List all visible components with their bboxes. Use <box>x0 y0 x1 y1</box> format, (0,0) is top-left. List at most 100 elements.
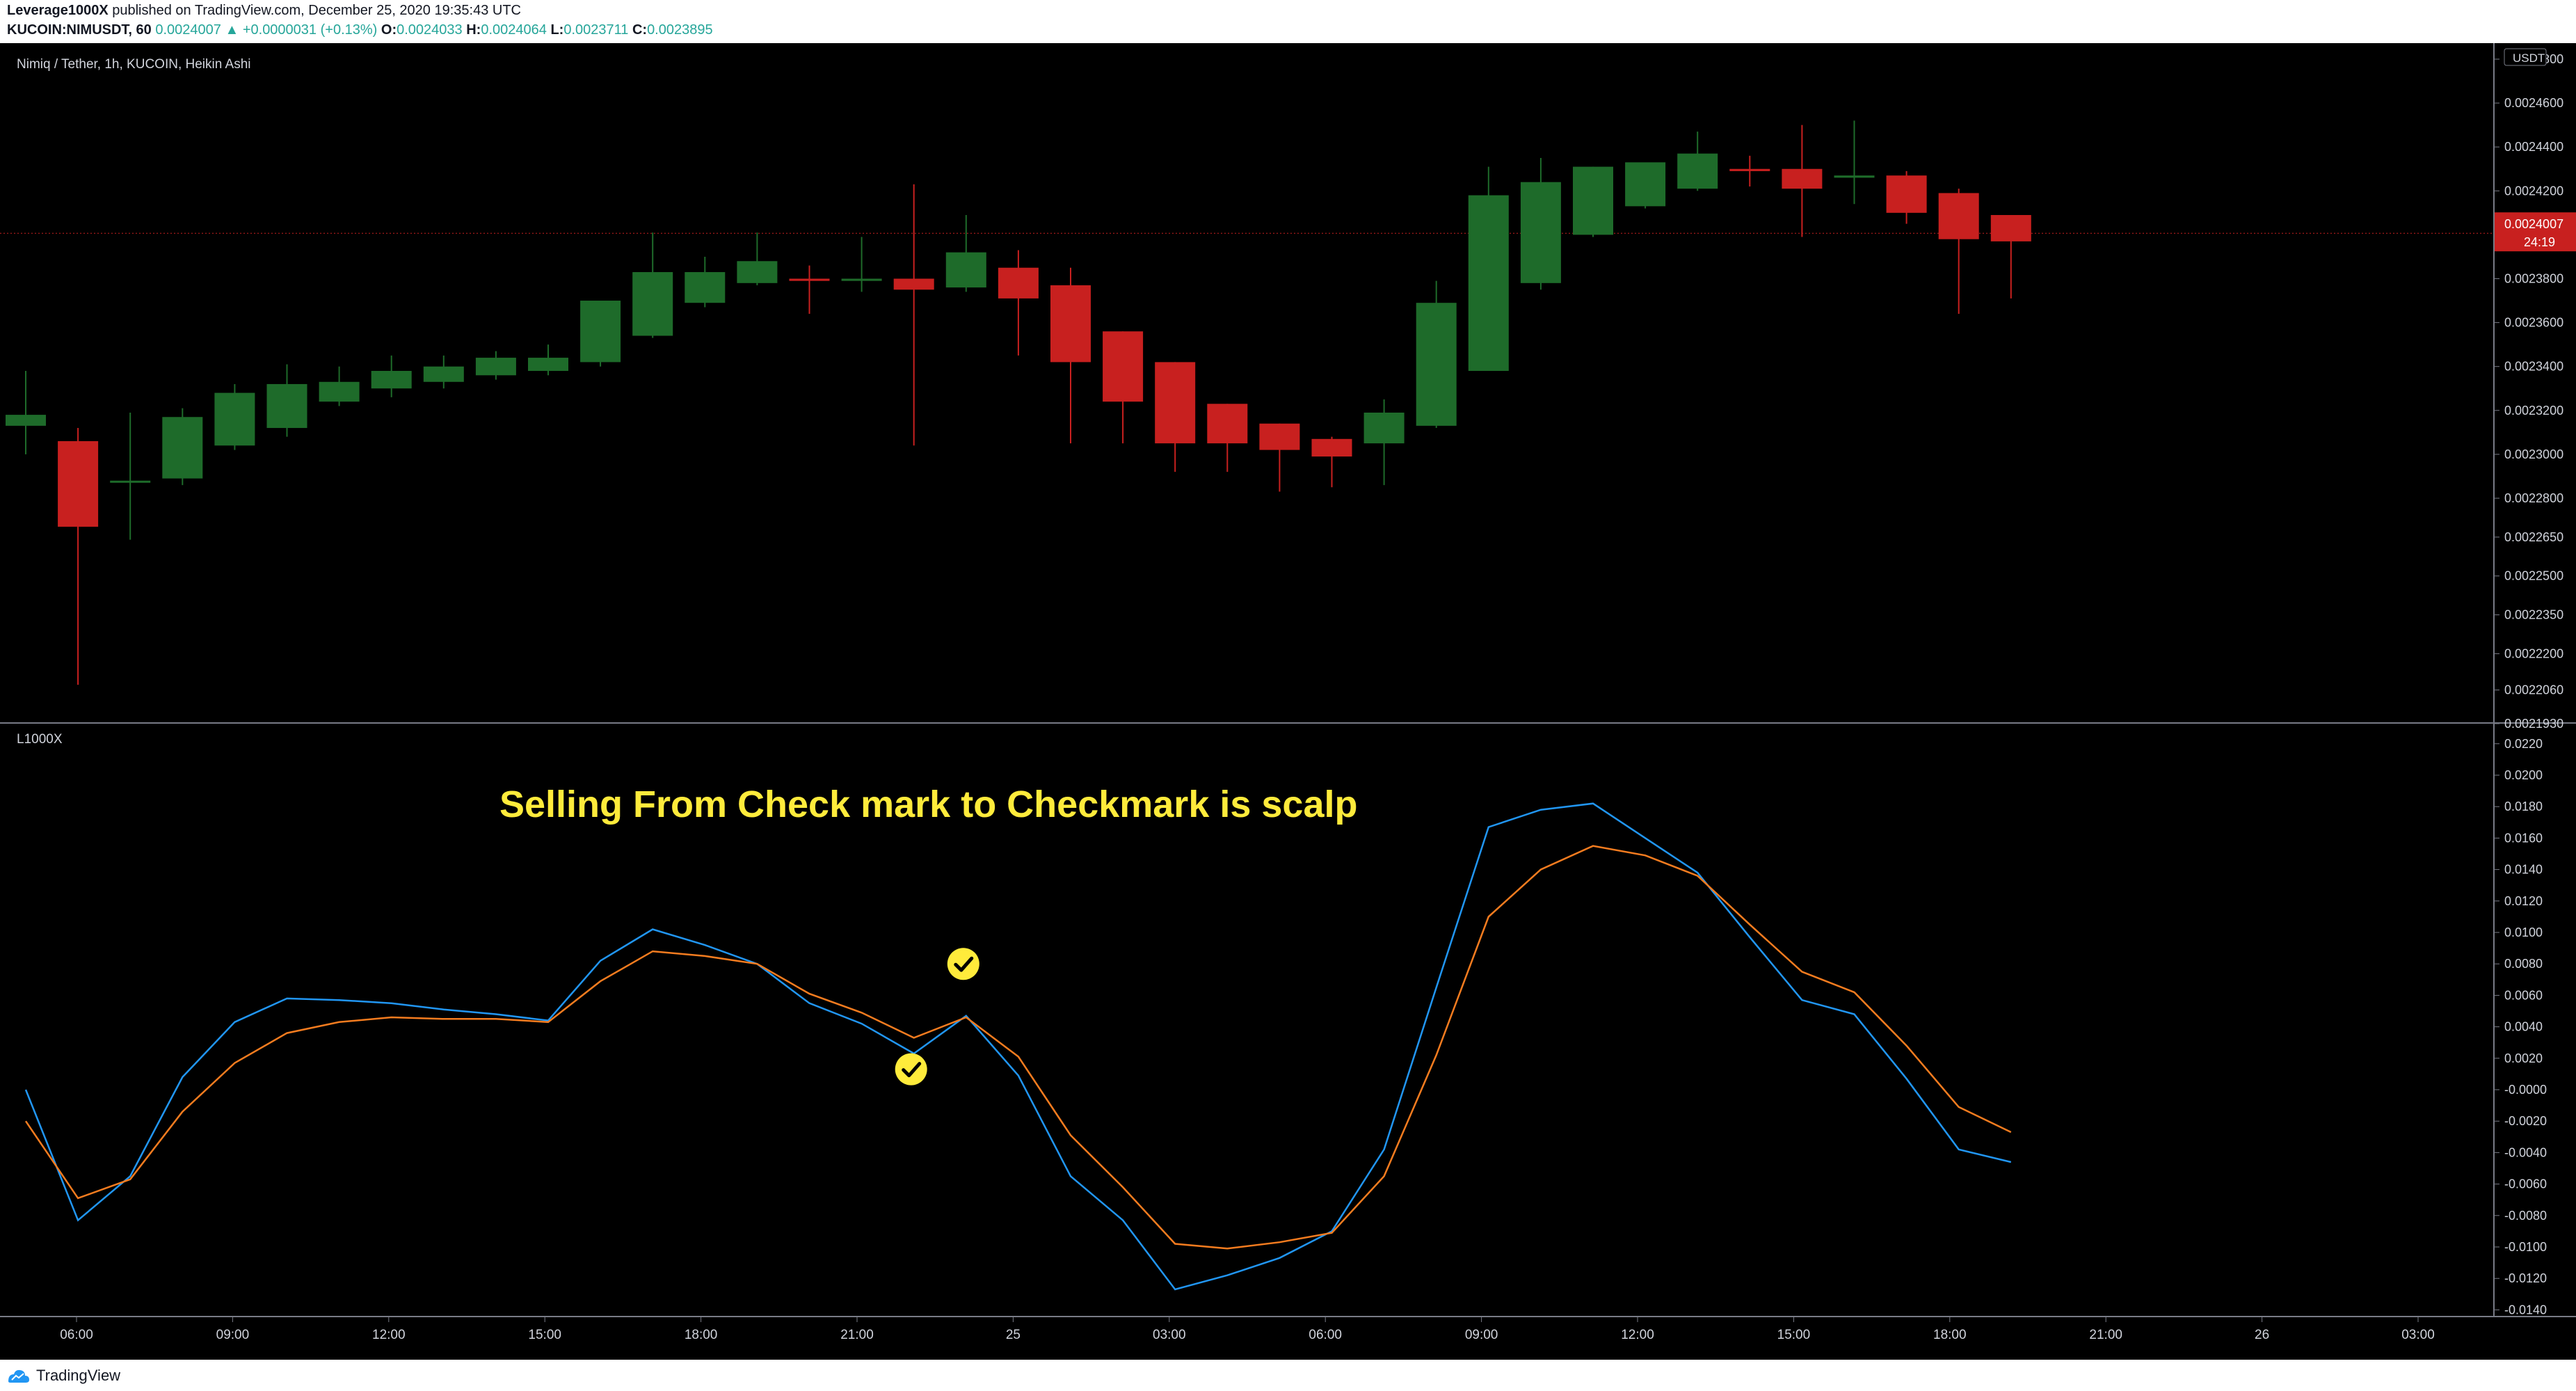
indicator-tick-label: 0.0120 <box>2504 894 2543 908</box>
price-tick-label: 0.0024600 <box>2504 96 2563 110</box>
time-tick-label: 06:00 <box>1309 1328 1342 1342</box>
indicator-axis[interactable]: 0.0220 0.0200 0.0180 0.0160 0.0140 0.0120 0.01… <box>2494 737 2547 1317</box>
time-axis[interactable]: 06:00 09:00 12:00 15:00 18:00 21:00 25 03:00 06:… <box>60 1317 2435 1342</box>
candle-body[interactable] <box>1259 423 1300 450</box>
time-tick-label: 15:00 <box>528 1328 561 1342</box>
candle-body[interactable] <box>1573 166 1613 235</box>
candle-body[interactable] <box>1729 168 1770 171</box>
time-tick-label: 03:00 <box>2401 1328 2435 1342</box>
candle-body[interactable] <box>1416 303 1457 426</box>
candle-body[interactable] <box>475 358 516 376</box>
candle-body[interactable] <box>371 371 412 389</box>
candle-body[interactable] <box>1155 362 1196 444</box>
price-tick-label: 0.0023600 <box>2504 316 2563 330</box>
indicator-tick-label: 0.0060 <box>2504 988 2543 1002</box>
currency-label: USDT <box>2513 51 2545 65</box>
candle-body[interactable] <box>6 415 46 426</box>
open-value: 0.0024033 <box>397 22 463 38</box>
annotation-text[interactable]: Selling From Check mark to Checkmark is … <box>499 784 1357 825</box>
last-price-tag <box>2495 212 2576 252</box>
orange-signal-line[interactable] <box>24 845 2012 1250</box>
candle-body[interactable] <box>1886 175 1927 213</box>
candle-body[interactable] <box>423 366 464 382</box>
last-price-tag-value: 0.0024007 <box>2504 217 2563 231</box>
indicator-tick-label: 0.0220 <box>2504 737 2543 751</box>
indicator-tick-label: 0.0100 <box>2504 925 2543 939</box>
time-tick-label: 09:00 <box>216 1328 250 1342</box>
candle-body[interactable] <box>1990 215 2031 241</box>
indicator-tick-label: -0.0140 <box>2504 1303 2547 1317</box>
indicator-tick-label: 0.0020 <box>2504 1051 2543 1065</box>
candle-body[interactable] <box>893 278 934 290</box>
candle-body[interactable] <box>841 278 882 281</box>
candle-body[interactable] <box>737 261 778 283</box>
candle-body[interactable] <box>789 278 830 281</box>
time-tick-label: 12:00 <box>1621 1328 1654 1342</box>
currency-badge[interactable] <box>2504 48 2547 66</box>
time-tick-label: 03:00 <box>1153 1328 1186 1342</box>
price-tick-label: 0.0022350 <box>2504 608 2563 622</box>
candle-body[interactable] <box>266 383 307 429</box>
indicator-lines <box>24 802 2012 1291</box>
indicator-tick-label: -0.0100 <box>2504 1240 2547 1254</box>
author-name[interactable]: Leverage1000X <box>7 3 109 18</box>
candle-body[interactable] <box>945 252 986 288</box>
time-tick-label: 18:00 <box>685 1328 718 1342</box>
candle-body[interactable] <box>1938 193 1979 239</box>
chart-area[interactable]: Nimiq / Tether, 1h, KUCOIN, Heikin Ashi … <box>0 43 2576 1360</box>
price-tick-label: 0.0024200 <box>2504 184 2563 198</box>
candle-body[interactable] <box>528 358 568 372</box>
high-value: 0.0024064 <box>481 22 547 38</box>
time-tick-label: 18:00 <box>1933 1328 1967 1342</box>
price-tick-label: 0.0023000 <box>2504 447 2563 461</box>
time-tick-label: 06:00 <box>60 1328 93 1342</box>
symbol-ohlc-line: KUCOIN:NIMUSDT, 60 0.0024007 ▲ +0.000003… <box>7 22 713 38</box>
publish-info: Leverage1000X published on TradingView.c… <box>7 3 521 19</box>
time-tick-label: 09:00 <box>1465 1328 1498 1342</box>
candle-body[interactable] <box>110 480 151 483</box>
candle-body[interactable] <box>632 272 673 336</box>
candle-body[interactable] <box>1834 175 1875 178</box>
candle-body[interactable] <box>1468 195 1509 372</box>
indicator-pane[interactable]: L1000X Selling From Check mark to Checkm… <box>17 732 2012 1291</box>
chart-background <box>0 43 2576 1360</box>
price-tick-label: 0.0022500 <box>2504 569 2563 583</box>
candle-body[interactable] <box>1677 153 1718 189</box>
symbol-interval: KUCOIN:NIMUSDT, 60 <box>7 22 152 38</box>
time-tick-label: 21:00 <box>840 1328 874 1342</box>
checkmark-circle-icon[interactable] <box>895 1053 927 1086</box>
candle-body[interactable] <box>1782 168 1823 189</box>
time-tick-label: 26 <box>2255 1328 2269 1342</box>
candle-body[interactable] <box>685 272 726 303</box>
checkmark-circle-icon[interactable] <box>947 948 979 980</box>
time-tick-label: 12:00 <box>372 1328 406 1342</box>
candle-body[interactable] <box>998 267 1039 299</box>
price-pane[interactable]: Nimiq / Tether, 1h, KUCOIN, Heikin Ashi <box>0 57 2494 685</box>
price-axis[interactable]: 0.00248000.00246000.00244000.00242000.00… <box>2494 52 2563 731</box>
price-tick-label: 0.0023800 <box>2504 272 2563 286</box>
candles-group <box>6 120 2031 685</box>
candle-body[interactable] <box>162 417 203 479</box>
candle-body[interactable] <box>1520 182 1561 283</box>
candle-body[interactable] <box>1363 412 1405 444</box>
price-tick-label: 0.0023400 <box>2504 360 2563 374</box>
candle-body[interactable] <box>214 392 255 446</box>
candle-body[interactable] <box>580 301 621 363</box>
checkmark-annotations[interactable] <box>895 948 979 1086</box>
candle-body[interactable] <box>1311 438 1352 457</box>
candle-body[interactable] <box>1103 331 1144 402</box>
tradingview-logo[interactable]: TradingView <box>6 1365 120 1386</box>
candle-body[interactable] <box>1207 404 1248 444</box>
candle-body[interactable] <box>1050 285 1091 363</box>
indicator-tick-label: -0.0060 <box>2504 1177 2547 1191</box>
indicator-title: L1000X <box>17 732 63 747</box>
candle-body[interactable] <box>1625 162 1666 207</box>
blue-signal-line[interactable] <box>24 802 2012 1291</box>
time-tick-label: 21:00 <box>2089 1328 2122 1342</box>
indicator-tick-label: -0.0000 <box>2504 1083 2547 1097</box>
indicator-tick-label: 0.0080 <box>2504 957 2543 971</box>
candle-body[interactable] <box>58 440 99 527</box>
candle-body[interactable] <box>319 381 360 402</box>
price-tick-label: 0.0022060 <box>2504 683 2563 697</box>
price-tick-label: 0.0022200 <box>2504 646 2563 660</box>
